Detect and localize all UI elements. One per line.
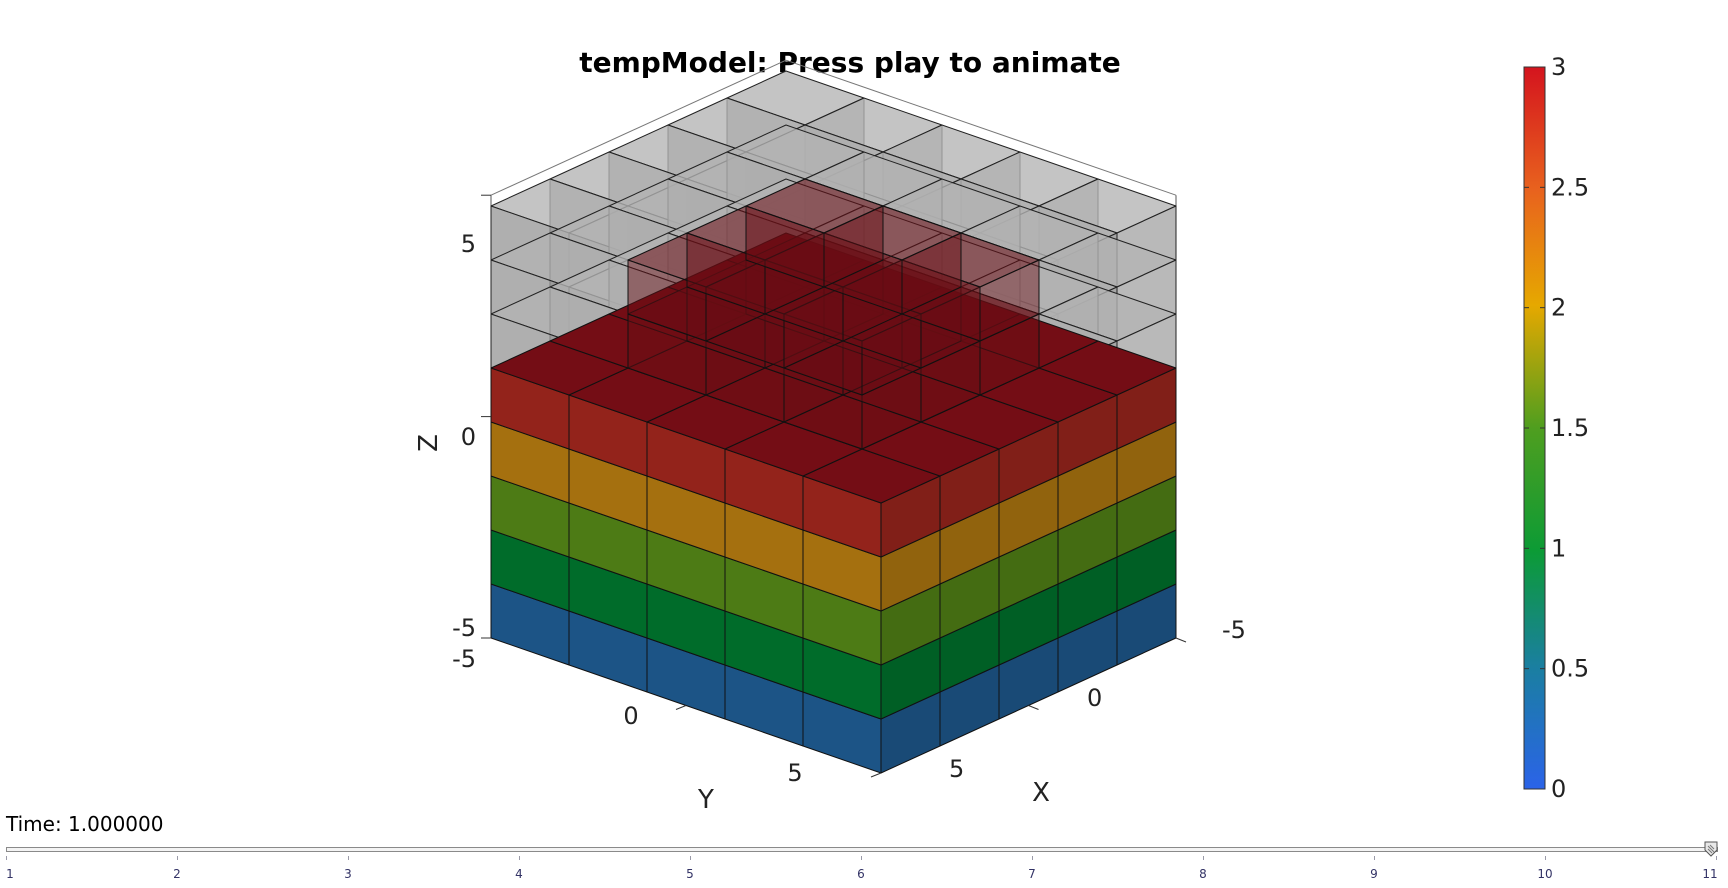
colorbar-tick-label: 1.5 — [1551, 414, 1589, 442]
colorbar-ticks: 0 0.5 1 1.5 2 2.5 3 — [1524, 53, 1589, 803]
figure-title: tempModel: Press play to animate — [579, 46, 1121, 79]
colorbar-tick-label: 1 — [1551, 534, 1566, 562]
slider-tick — [348, 856, 349, 860]
z-tick-neg5: -5 — [452, 614, 476, 642]
x-tick-0: 0 — [1087, 684, 1102, 712]
colorbar-tick-label: 2 — [1551, 294, 1566, 322]
slider-tick-label: 10 — [1537, 867, 1553, 881]
slider-track[interactable] — [6, 847, 1718, 852]
colorbar-tick-label: 2.5 — [1551, 173, 1589, 201]
slider-tick — [519, 856, 520, 860]
y-tick-neg5: -5 — [452, 645, 476, 673]
y-tick-mark — [675, 705, 687, 710]
slider-tick — [690, 856, 691, 860]
z-tick-0: 0 — [461, 423, 476, 451]
3d-axes[interactable] — [481, 59, 1187, 778]
y-axis-ticks: -5 0 5 — [452, 645, 803, 787]
slider-tick — [1203, 856, 1204, 860]
colorbar[interactable]: 0 0.5 1 1.5 2 2.5 3 — [1523, 53, 1589, 803]
slider-tick-label: 6 — [857, 867, 865, 881]
x-axis-ticks: -5 0 5 — [949, 616, 1246, 783]
z-axis-label: Z — [414, 434, 444, 452]
slider-tick-label: 9 — [1370, 867, 1378, 881]
slider-tick — [1716, 856, 1717, 860]
axis-box-edge — [785, 59, 1177, 196]
slider-tick-label: 8 — [1199, 867, 1207, 881]
y-tick-0: 0 — [623, 702, 638, 730]
time-slider[interactable]: 1 2 3 4 5 6 7 8 9 10 11 — [6, 841, 1718, 887]
y-axis-label: Y — [697, 785, 714, 815]
y-tick-5: 5 — [787, 759, 802, 787]
slider-tick — [177, 856, 178, 860]
colorbar-tick-label: 0 — [1551, 775, 1566, 803]
colorbar-tick-label: 0.5 — [1551, 655, 1589, 683]
slider-tick — [6, 856, 7, 860]
slider-tick-label: 1 — [6, 867, 14, 881]
x-tick-5: 5 — [949, 755, 964, 783]
slider-tick-label: 2 — [173, 867, 181, 881]
slider-tick — [1545, 856, 1546, 860]
time-readout: Time: 1.000000 — [6, 812, 164, 836]
slider-thumb[interactable] — [1704, 841, 1718, 857]
colorbar-tick-label: 3 — [1551, 53, 1566, 81]
slider-tick — [1374, 856, 1375, 860]
slider-tick-label: 4 — [515, 867, 523, 881]
slider-tick-label: 3 — [344, 867, 352, 881]
slider-tick-label: 7 — [1028, 867, 1036, 881]
x-tick-neg5: -5 — [1222, 616, 1246, 644]
slider-tick-label: 5 — [686, 867, 694, 881]
x-tick-mark — [1028, 705, 1039, 710]
axis-box-edge — [490, 59, 787, 196]
slider-tick-label: 11 — [1702, 867, 1718, 881]
slider-tick — [861, 856, 862, 860]
overlay-cell — [745, 205, 825, 288]
z-tick-5: 5 — [461, 230, 476, 258]
y-tick-mark — [870, 772, 882, 778]
x-axis-label: X — [1032, 778, 1050, 808]
slider-tick — [1032, 856, 1033, 860]
z-axis-ticks: 5 0 -5 — [452, 230, 476, 642]
x-tick-mark — [1175, 637, 1187, 643]
